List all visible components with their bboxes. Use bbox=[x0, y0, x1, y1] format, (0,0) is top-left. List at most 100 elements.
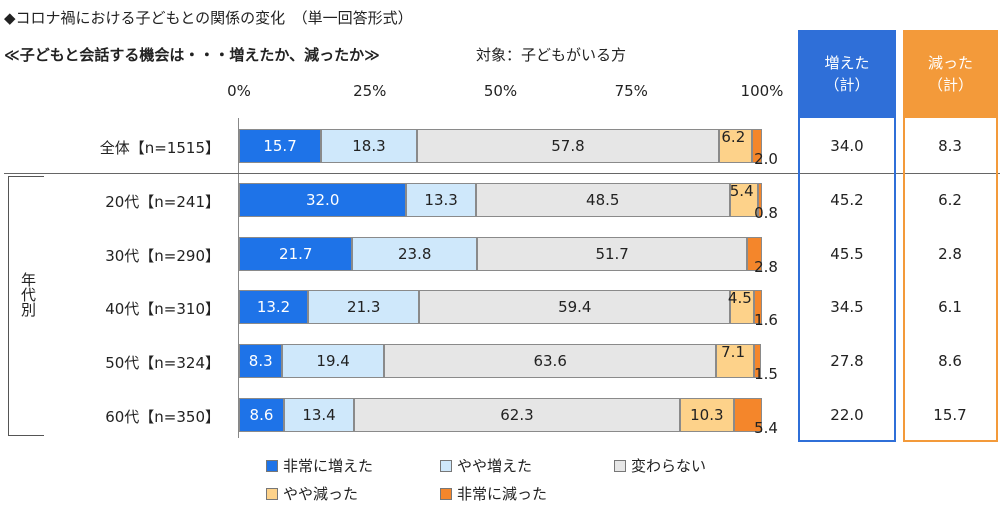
bar-segment bbox=[419, 290, 731, 324]
legend-label: やや増えた bbox=[457, 457, 533, 475]
target-note: 対象：子どもがいる方 bbox=[476, 46, 627, 64]
increase-total-value: 45.5 bbox=[830, 245, 864, 263]
bar-segment bbox=[239, 237, 353, 271]
row-label: 40代【n=310】 bbox=[105, 300, 220, 318]
legend-swatch bbox=[266, 487, 278, 500]
increase-total-value: 22.0 bbox=[830, 406, 864, 424]
bar-segment bbox=[679, 398, 734, 432]
row-label: 20代【n=241】 bbox=[105, 193, 220, 211]
x-tick-label: 25% bbox=[353, 82, 387, 100]
bar-segment bbox=[239, 183, 407, 217]
bar-data-label: 62.3 bbox=[500, 406, 534, 424]
bar-segment bbox=[729, 183, 758, 217]
bar-data-label: 5.4 bbox=[754, 419, 778, 437]
bar-data-label: 21.3 bbox=[347, 298, 381, 316]
increase-header-line: 増えた bbox=[824, 54, 870, 72]
bar-segment bbox=[239, 129, 322, 163]
bar-data-label: 6.2 bbox=[721, 128, 746, 146]
legend-label: やや減った bbox=[283, 485, 359, 503]
bar-segment bbox=[733, 398, 762, 432]
bar-segment bbox=[352, 237, 477, 271]
bar-segment bbox=[475, 183, 730, 217]
bar-data-label: 2.8 bbox=[754, 258, 778, 276]
bar-data-label: 51.7 bbox=[595, 245, 629, 263]
bar-data-label: 2.0 bbox=[754, 150, 778, 168]
bar-segment bbox=[753, 290, 762, 324]
bar-data-label: 5.4 bbox=[729, 182, 754, 200]
bar-data-label: 63.6 bbox=[533, 352, 567, 370]
bar-segment bbox=[283, 398, 355, 432]
decrease-total-header: 減った （計） bbox=[903, 30, 998, 118]
overall-separator bbox=[4, 173, 1000, 174]
bar-data-label: 57.8 bbox=[551, 137, 585, 155]
bar-segment bbox=[406, 183, 476, 217]
y-axis-line bbox=[238, 118, 239, 438]
bar-segment bbox=[239, 398, 284, 432]
bar-segment bbox=[282, 344, 384, 378]
decrease-total-value: 6.1 bbox=[938, 298, 962, 316]
bar-data-label: 8.3 bbox=[248, 352, 273, 370]
bar-data-label: 7.1 bbox=[721, 343, 745, 361]
row-label: 30代【n=290】 bbox=[105, 247, 220, 265]
legend-swatch bbox=[440, 459, 452, 472]
increase-total-value: 34.5 bbox=[830, 298, 864, 316]
legend-swatch bbox=[614, 459, 626, 472]
row-label: 全体【n=1515】 bbox=[99, 139, 220, 157]
decrease-total-value: 8.3 bbox=[938, 137, 962, 155]
legend-item: やや増えた bbox=[440, 455, 532, 476]
bar-segment bbox=[239, 290, 309, 324]
legend-label: 変わらない bbox=[631, 457, 707, 475]
decrease-total-value: 15.7 bbox=[933, 406, 967, 424]
legend-item: 非常に減った bbox=[440, 483, 547, 504]
age-group-label: 年代別 bbox=[19, 272, 37, 317]
bar-segment bbox=[716, 344, 754, 378]
bar-segment bbox=[354, 398, 680, 432]
x-tick-label: 100% bbox=[740, 82, 784, 100]
bar-data-label: 48.5 bbox=[586, 191, 620, 209]
bar-data-label: 13.4 bbox=[302, 406, 336, 424]
chart-subtitle: ≪子どもと会話する機会は・・・増えたか、減ったか≫ bbox=[4, 46, 380, 64]
increase-total-value: 27.8 bbox=[830, 352, 864, 370]
legend-swatch bbox=[266, 459, 278, 472]
bar-data-label: 10.3 bbox=[690, 406, 724, 424]
legend-swatch bbox=[440, 487, 452, 500]
x-tick-label: 50% bbox=[483, 82, 518, 100]
bar-data-label: 13.2 bbox=[256, 298, 291, 316]
bar-segment bbox=[383, 344, 717, 378]
chart-title: ◆コロナ禍における子どもとの関係の変化 （単一回答形式） bbox=[4, 9, 413, 27]
increase-total-value: 34.0 bbox=[830, 137, 864, 155]
legend-item: やや減った bbox=[266, 483, 358, 504]
bar-data-label: 1.6 bbox=[754, 311, 778, 329]
decrease-total-value: 2.8 bbox=[938, 245, 962, 263]
decrease-header-line: 減った bbox=[927, 54, 973, 72]
decrease-total-value: 8.6 bbox=[938, 352, 962, 370]
bar-segment bbox=[757, 183, 762, 217]
bar-segment bbox=[416, 129, 720, 163]
row-label: 50代【n=324】 bbox=[105, 354, 220, 372]
bar-data-label: 13.3 bbox=[424, 191, 458, 209]
bar-data-label: 19.4 bbox=[316, 352, 350, 370]
decrease-total-value: 6.2 bbox=[938, 191, 962, 209]
bar-data-label: 8.6 bbox=[249, 406, 274, 424]
bar-data-label: 1.5 bbox=[754, 365, 778, 383]
bar-data-label: 23.8 bbox=[398, 245, 432, 263]
bar-segment bbox=[321, 129, 417, 163]
bar-segment bbox=[751, 129, 762, 163]
increase-total-value: 45.2 bbox=[830, 191, 864, 209]
legend-label: 非常に減った bbox=[457, 485, 548, 503]
bar-segment bbox=[747, 237, 762, 271]
bar-segment bbox=[730, 290, 754, 324]
bar-data-label: 0.8 bbox=[754, 204, 778, 222]
x-tick-label: 75% bbox=[614, 82, 648, 100]
bar-data-label: 4.5 bbox=[727, 289, 752, 307]
bar-data-label: 15.7 bbox=[263, 137, 297, 155]
bar-segment bbox=[239, 344, 283, 378]
bar-data-label: 21.7 bbox=[279, 245, 313, 263]
legend-label: 非常に増えた bbox=[283, 457, 374, 475]
bar-data-label: 18.3 bbox=[352, 137, 386, 155]
bar-segment bbox=[308, 290, 420, 324]
bar-segment bbox=[476, 237, 748, 271]
bar-data-label: 59.4 bbox=[558, 298, 592, 316]
x-tick-label: 0% bbox=[227, 82, 251, 100]
increase-header-line: （計） bbox=[824, 76, 870, 94]
